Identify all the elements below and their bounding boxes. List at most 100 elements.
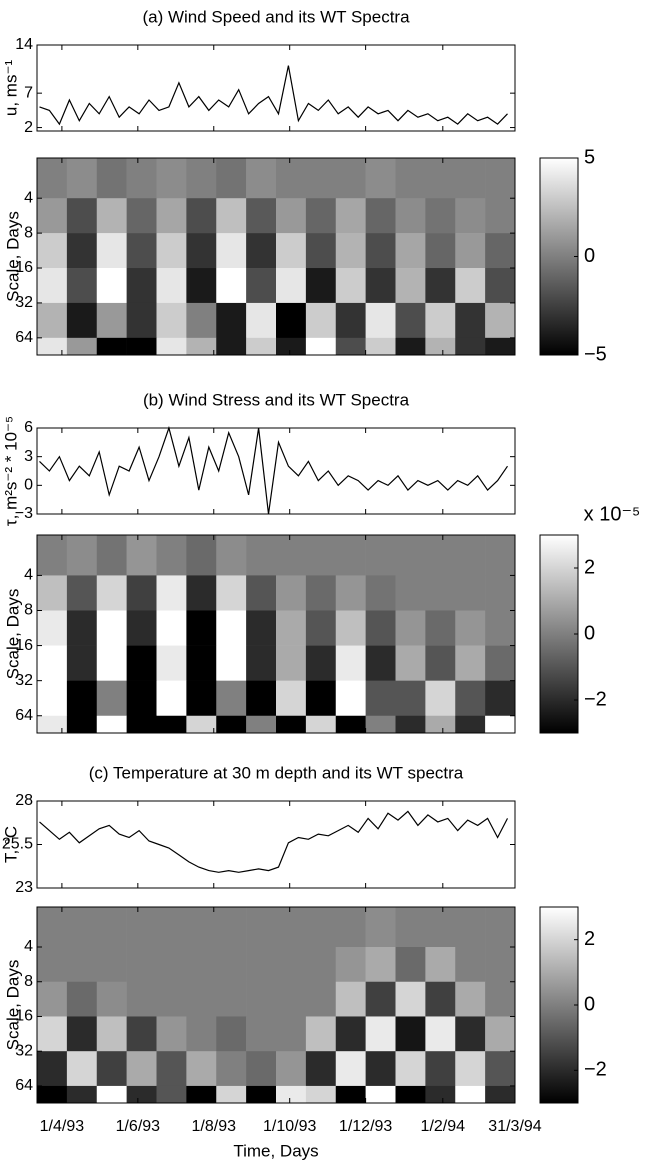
spectrum-cell xyxy=(485,337,516,356)
spectrum-cell xyxy=(126,535,157,576)
spectrum-cell xyxy=(365,610,396,646)
spectrum-cell xyxy=(186,302,217,339)
spectrum-cell xyxy=(156,158,187,199)
spectrum-cell xyxy=(276,981,307,1017)
spectrum-cell xyxy=(425,198,456,234)
spectrum-cell xyxy=(186,610,217,646)
spectrum-cell xyxy=(395,535,426,576)
spectrum-cell xyxy=(276,158,307,199)
spectrum-cell xyxy=(276,680,307,717)
spectrum-cell xyxy=(276,198,307,234)
spectrum-cell xyxy=(395,981,426,1017)
spectrum-cell xyxy=(335,947,366,983)
spectrum-cell xyxy=(216,610,247,646)
spectrum-cell xyxy=(305,1051,337,1087)
spectrum-cell xyxy=(126,907,157,948)
spectrum-cell xyxy=(246,907,277,948)
spectrum-cell xyxy=(156,1016,187,1052)
spectrum-cell xyxy=(485,198,516,234)
spectrum-cell xyxy=(156,715,187,734)
spectrum-cell xyxy=(156,268,187,304)
spectrum-cell xyxy=(305,198,337,234)
spectrum-cell xyxy=(335,337,366,356)
spectrum-cell xyxy=(156,907,187,948)
y-axis-label: u, ms⁻¹ xyxy=(1,60,20,117)
x-tick-label: 31/3/94 xyxy=(488,1118,541,1135)
spectrum-cell xyxy=(66,1016,98,1052)
y-axis-label: Scale, Days xyxy=(3,589,22,680)
x-axis-label: Time, Days xyxy=(233,1141,318,1160)
spectrum-cell xyxy=(425,610,456,646)
spectrum-cell xyxy=(305,158,337,199)
plot-area xyxy=(39,810,509,873)
spectrum-cell xyxy=(186,645,217,681)
spectrum-cell xyxy=(37,158,68,199)
spectrum-cell xyxy=(305,981,337,1017)
spectrum-cell xyxy=(365,645,396,681)
axes-frame xyxy=(36,157,516,356)
axes-frame xyxy=(36,800,516,889)
axes-frame xyxy=(36,427,516,515)
spectrum-cell xyxy=(395,1016,426,1052)
spectrum-cell xyxy=(96,575,127,611)
spectrum-cell xyxy=(335,302,366,339)
spectrum-cell xyxy=(186,981,217,1017)
spectrum-cell xyxy=(425,575,456,611)
spectrum-cell xyxy=(246,1085,277,1104)
spectrum-cell xyxy=(335,158,366,199)
plot-area xyxy=(39,425,508,515)
spectrum-cell xyxy=(305,610,337,646)
spectrum-cell xyxy=(186,575,217,611)
y-axis-label: Scale, Days xyxy=(3,960,22,1051)
spectrum-cell xyxy=(485,158,516,199)
spectrum-cell xyxy=(216,1016,247,1052)
spectrum-cell xyxy=(455,981,486,1017)
spectrum-cell xyxy=(425,907,456,948)
spectrum-cell xyxy=(276,907,307,948)
spectrum-cell xyxy=(365,907,396,948)
spectrum-cell xyxy=(305,1016,337,1052)
spectrum-cell xyxy=(37,680,68,717)
spectrum-cell xyxy=(126,680,157,717)
spectrum-cell xyxy=(485,268,516,304)
spectrum-cell xyxy=(37,645,68,681)
spectrum-cell xyxy=(216,337,247,356)
spectrum-cell xyxy=(365,198,396,234)
spectrum-cell xyxy=(425,1016,456,1052)
y-tick-label: 25.5 xyxy=(2,836,33,853)
spectrum-cell xyxy=(186,947,217,983)
y-tick-label: 8 xyxy=(24,602,33,619)
spectrum-cell xyxy=(126,947,157,983)
colorbar xyxy=(539,534,579,734)
spectrum-cell xyxy=(485,1051,516,1087)
spectrum-cell xyxy=(335,233,366,269)
spectrum-cell xyxy=(455,158,486,199)
spectrum-cell xyxy=(276,337,307,356)
spectrum-cell xyxy=(66,715,98,734)
spectrum-cell xyxy=(335,1016,366,1052)
spectrum-cell xyxy=(335,645,366,681)
spectrum-cell xyxy=(96,1085,127,1104)
spectrum-cell xyxy=(276,715,307,734)
y-tick-label: 64 xyxy=(15,329,33,346)
spectrum-cell xyxy=(305,302,337,339)
spectrum-cell xyxy=(156,610,187,646)
spectrum-cell xyxy=(276,268,307,304)
spectrum-cell xyxy=(276,1016,307,1052)
spectrum-cell xyxy=(246,535,277,576)
spectrum-cell xyxy=(335,981,366,1017)
spectrum-cell xyxy=(276,302,307,339)
spectrum-cell xyxy=(186,198,217,234)
spectrum-cell xyxy=(66,575,98,611)
spectrum-cell xyxy=(425,1085,456,1104)
spectrum-cell xyxy=(246,1051,277,1087)
plot-area xyxy=(39,65,508,126)
spectrum-cell xyxy=(37,1016,68,1052)
axes-frame xyxy=(36,906,516,1104)
colorbar-tick-label: −5 xyxy=(584,343,607,365)
spectrum-cell xyxy=(455,302,486,339)
spectrum-cell xyxy=(37,575,68,611)
spectrum-cell xyxy=(425,302,456,339)
spectrum-cell xyxy=(335,715,366,734)
